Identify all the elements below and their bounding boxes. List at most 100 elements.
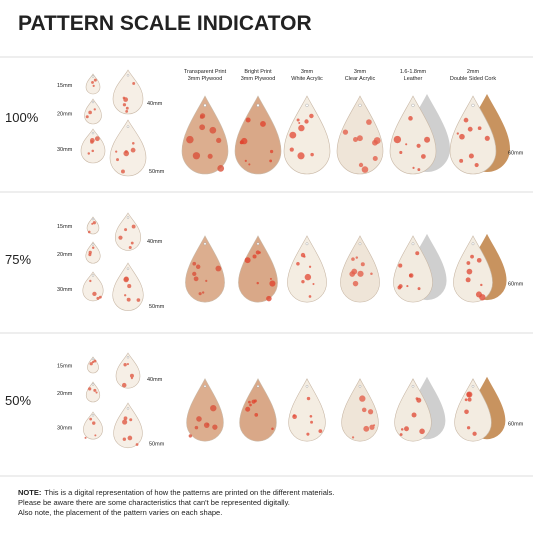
pattern-flower xyxy=(373,137,381,144)
pattern-flower xyxy=(91,246,95,249)
teardrop xyxy=(109,119,147,177)
pattern-flower xyxy=(91,80,94,84)
hole xyxy=(471,384,475,388)
pattern-flower xyxy=(306,432,310,436)
hole xyxy=(126,74,130,77)
pattern-flower xyxy=(121,382,127,388)
material-label: Bright Print xyxy=(244,69,272,75)
pattern-flower xyxy=(88,253,92,257)
pattern-flower xyxy=(93,108,96,111)
pattern-flower xyxy=(198,292,202,296)
pattern-flower xyxy=(351,257,355,261)
material-label: 3mm xyxy=(354,69,367,75)
pattern-flower xyxy=(470,254,474,259)
pattern-flower xyxy=(474,162,479,168)
pattern-flower xyxy=(360,262,365,267)
pattern-flower xyxy=(355,256,359,259)
pattern-flower xyxy=(135,443,139,446)
pattern-flower xyxy=(124,150,128,154)
hole xyxy=(126,216,130,219)
pattern-flower xyxy=(207,153,213,159)
pattern-flower xyxy=(484,135,490,141)
pattern-flower xyxy=(122,419,128,425)
teardrop xyxy=(288,378,326,442)
pattern-flower xyxy=(92,291,97,297)
pattern-flower xyxy=(289,147,294,152)
material-label: 3mm Plywood xyxy=(188,76,223,82)
pattern-flower xyxy=(465,277,471,283)
pattern-flower xyxy=(201,291,205,294)
pattern-flower xyxy=(468,153,474,159)
pattern-flower xyxy=(367,409,374,415)
hole xyxy=(305,103,309,107)
teardrop xyxy=(82,271,104,302)
pattern-flower xyxy=(342,129,349,135)
hole xyxy=(126,267,130,270)
pattern-flower xyxy=(408,273,414,278)
pattern-flower xyxy=(124,228,128,232)
pattern-flower xyxy=(466,268,473,275)
pattern-flower xyxy=(296,262,300,266)
teardrop xyxy=(114,212,142,251)
material-label: 3mm xyxy=(301,69,314,75)
teardrop xyxy=(181,95,229,175)
pattern-flower xyxy=(217,164,225,172)
pattern-flower xyxy=(467,126,473,132)
pattern-flower xyxy=(269,280,276,287)
pattern-flower xyxy=(96,296,100,300)
pattern-flower xyxy=(87,152,91,155)
hole xyxy=(256,242,260,246)
pattern-flower xyxy=(123,97,129,102)
size-label: 20mm xyxy=(57,111,73,117)
pattern-flower xyxy=(98,295,102,299)
pattern-flower xyxy=(89,362,93,366)
pattern-flower xyxy=(269,159,273,163)
pattern-flower xyxy=(123,276,129,283)
hole xyxy=(358,242,362,246)
size-label: 60mm xyxy=(508,151,524,157)
pattern-flower xyxy=(94,434,97,437)
pattern-flower xyxy=(304,119,309,124)
size-label: 15mm xyxy=(57,83,73,89)
pattern-flower xyxy=(397,285,402,290)
pattern-flower xyxy=(399,433,403,437)
hole xyxy=(256,384,260,388)
pattern-flower xyxy=(303,255,306,258)
hole xyxy=(126,125,130,128)
pattern-flower xyxy=(131,224,136,229)
pattern-flower xyxy=(400,428,404,431)
pattern-flower xyxy=(203,422,210,428)
pattern-flower xyxy=(90,140,94,144)
size-label: 50mm xyxy=(149,304,165,310)
pattern-flower xyxy=(296,118,300,122)
pattern-flower xyxy=(84,436,87,439)
pattern-flower xyxy=(297,152,305,160)
pattern-flower xyxy=(411,412,417,418)
teardrop xyxy=(185,235,225,303)
material-label: 3mm Plywood xyxy=(241,76,276,82)
pattern-flower xyxy=(292,414,296,417)
pattern-flower xyxy=(459,158,464,163)
pattern-flower xyxy=(192,261,197,266)
pattern-flower xyxy=(244,257,251,264)
size-label: 15mm xyxy=(57,224,73,230)
pattern-flower xyxy=(304,273,312,281)
hole xyxy=(358,103,362,107)
teardrop xyxy=(454,378,492,442)
pattern-flower xyxy=(417,287,421,291)
teardrop xyxy=(84,98,102,125)
pattern-flower xyxy=(216,137,222,144)
pattern-flower xyxy=(298,124,305,132)
size-label: 40mm xyxy=(147,377,163,383)
hole xyxy=(305,384,309,388)
pattern-flower xyxy=(308,265,312,268)
hole xyxy=(203,103,207,107)
hole xyxy=(411,242,415,246)
size-label: 20mm xyxy=(57,252,73,258)
pattern-flower xyxy=(289,131,297,139)
pattern-flower xyxy=(463,117,469,123)
size-label: 30mm xyxy=(57,426,73,432)
hole xyxy=(411,103,415,107)
pattern-flower xyxy=(318,429,323,433)
title: PATTERN SCALE INDICATOR xyxy=(18,12,312,35)
